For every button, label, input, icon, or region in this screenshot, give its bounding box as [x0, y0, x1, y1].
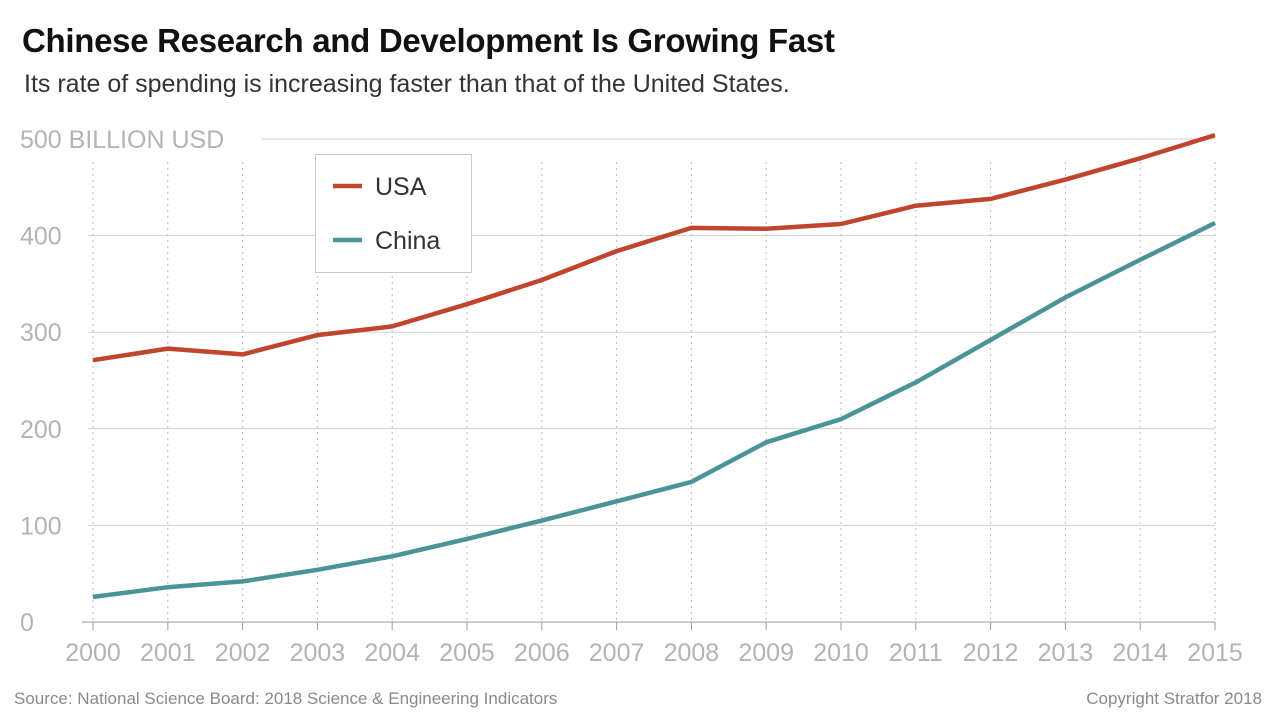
x-tick-label: 2013: [1038, 639, 1094, 667]
y-tick-label: 300: [20, 319, 62, 347]
legend-label-china: China: [375, 227, 440, 255]
y-tick-label: 0: [20, 609, 34, 637]
x-tick-label: 2004: [364, 639, 420, 667]
series-line-usa: [92, 132, 1216, 363]
x-tick-label: 2012: [963, 639, 1019, 667]
y-tick-label: 200: [20, 416, 62, 444]
copyright-note: Copyright Stratfor 2018: [1086, 689, 1262, 708]
y-tick-label: 500 BILLION USD: [20, 126, 224, 154]
x-tick-label: 2000: [65, 639, 121, 667]
x-tick-label: 2001: [140, 639, 196, 667]
series-lines: [92, 132, 1216, 600]
x-tick-label: 2011: [889, 639, 943, 667]
x-tick-label: 2009: [738, 639, 794, 667]
y-tick-label: 400: [20, 223, 62, 251]
x-tick-label: 2007: [589, 639, 645, 667]
x-tick-label: 2002: [215, 639, 271, 667]
x-tick-label: 2010: [813, 639, 869, 667]
x-tick-label: 2005: [439, 639, 495, 667]
x-tick-label: 2006: [514, 639, 570, 667]
legend: USA China: [315, 154, 472, 273]
y-axis-ticks: 0 100 200 300 400 500 BILLION USD: [20, 126, 224, 637]
series-line-china: [92, 220, 1216, 600]
source-note: Source: National Science Board: 2018 Sci…: [14, 689, 558, 708]
x-tick-label: 2003: [290, 639, 346, 667]
chart-grid: [82, 138, 1216, 630]
chart-title: Chinese Research and Development Is Grow…: [22, 22, 835, 59]
x-tick-label: 2014: [1112, 639, 1168, 667]
x-tick-label: 2008: [664, 639, 720, 667]
legend-label-usa: USA: [375, 173, 427, 201]
x-tick-label: 2015: [1187, 639, 1243, 667]
x-axis-ticks: 2000 2001 2002 2003 2004 2005 2006 2007 2008 2009…: [65, 639, 1243, 667]
y-tick-label: 100: [20, 512, 62, 540]
legend-box: [315, 154, 472, 273]
chart-subtitle: Its rate of spending is increasing faste…: [24, 70, 790, 98]
